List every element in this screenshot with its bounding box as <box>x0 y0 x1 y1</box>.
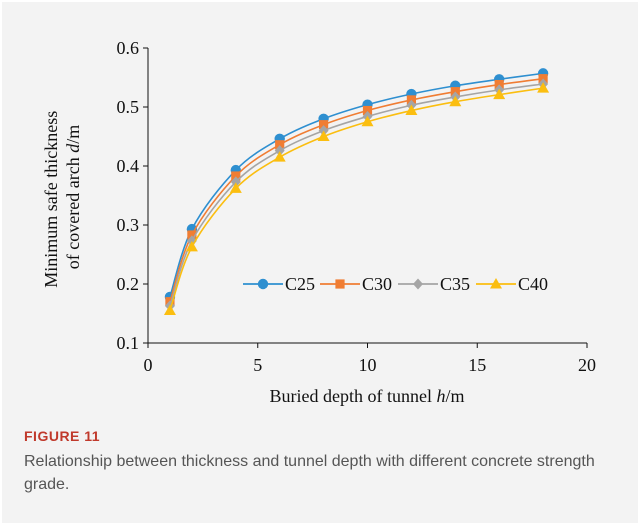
y-axis-label-line1: Minimum safe thickness <box>41 111 61 288</box>
series-line-c40 <box>169 87 544 311</box>
series-line-c25 <box>169 72 544 298</box>
data-point-c40 <box>273 151 286 162</box>
series-c40 <box>163 82 550 316</box>
data-point-c30 <box>187 230 197 240</box>
data-point-c40 <box>229 182 242 193</box>
legend-label: C30 <box>362 274 392 294</box>
legend-swatch-marker <box>413 278 423 290</box>
line-chart: 0.10.20.30.40.50.60 5 10 15 20 C25 C30 C35 C40 … <box>41 38 597 406</box>
legend: C25 C30 C35 C40 <box>243 274 548 294</box>
data-point-c40 <box>405 104 418 116</box>
y-tick-label: 0.4 <box>117 156 140 176</box>
data-point-c40 <box>361 115 374 127</box>
series-c30 <box>165 74 548 307</box>
legend-swatch-marker <box>490 278 502 289</box>
axes: 0.1 0.2 0.3 0.4 0.5 0.6 0 5 10 15 20 <box>117 38 597 375</box>
data-point-c30 <box>275 140 285 150</box>
y-axis-label: Minimum safe thickness of covered arch d… <box>41 106 83 287</box>
data-point-c40 <box>185 240 198 252</box>
series-line-c30 <box>169 77 544 302</box>
x-axis-label: Buried depth of tunnel h/m <box>270 386 465 406</box>
data-point-c40 <box>537 82 550 93</box>
x-tick-label: 20 <box>578 355 596 375</box>
data-point-c40 <box>163 304 176 316</box>
data-point-c35 <box>230 176 241 188</box>
y-tick-label: 0.6 <box>117 38 140 58</box>
legend-item-c25: C25 <box>243 274 315 294</box>
legend-swatch-marker <box>335 279 345 289</box>
series-layer <box>163 68 550 316</box>
legend-item-c30: C30 <box>320 274 392 294</box>
data-point-c30 <box>362 105 373 116</box>
y-axis-label-line2: of covered arch d/m <box>63 125 83 269</box>
data-point-c30 <box>319 120 329 130</box>
x-tick-label: 0 <box>144 355 153 375</box>
y-tick-label: 0.1 <box>117 333 140 353</box>
legend-swatch-marker <box>257 278 269 290</box>
y-tick-label: 0.5 <box>117 97 140 117</box>
x-tick-label: 10 <box>359 355 377 375</box>
data-point-c30 <box>231 171 241 181</box>
figure-label: FIGURE 11 <box>24 428 101 444</box>
data-point-c35 <box>274 145 285 157</box>
series-c25 <box>164 68 549 303</box>
y-tick-label: 0.2 <box>117 274 140 294</box>
figure-caption: Relationship between thickness and tunne… <box>24 453 595 493</box>
data-point-c40 <box>317 130 330 141</box>
legend-label: C25 <box>285 274 315 294</box>
legend-label: C35 <box>440 274 470 294</box>
legend-item-c35: C35 <box>398 274 470 294</box>
series-line-c35 <box>169 83 544 307</box>
data-point-c40 <box>493 88 506 100</box>
data-point-c40 <box>449 95 462 107</box>
x-tick-label: 5 <box>253 355 262 375</box>
x-tick-label: 15 <box>468 355 486 375</box>
legend-item-c40: C40 <box>476 274 548 294</box>
legend-label: C40 <box>518 274 548 294</box>
y-tick-label: 0.3 <box>117 215 140 235</box>
